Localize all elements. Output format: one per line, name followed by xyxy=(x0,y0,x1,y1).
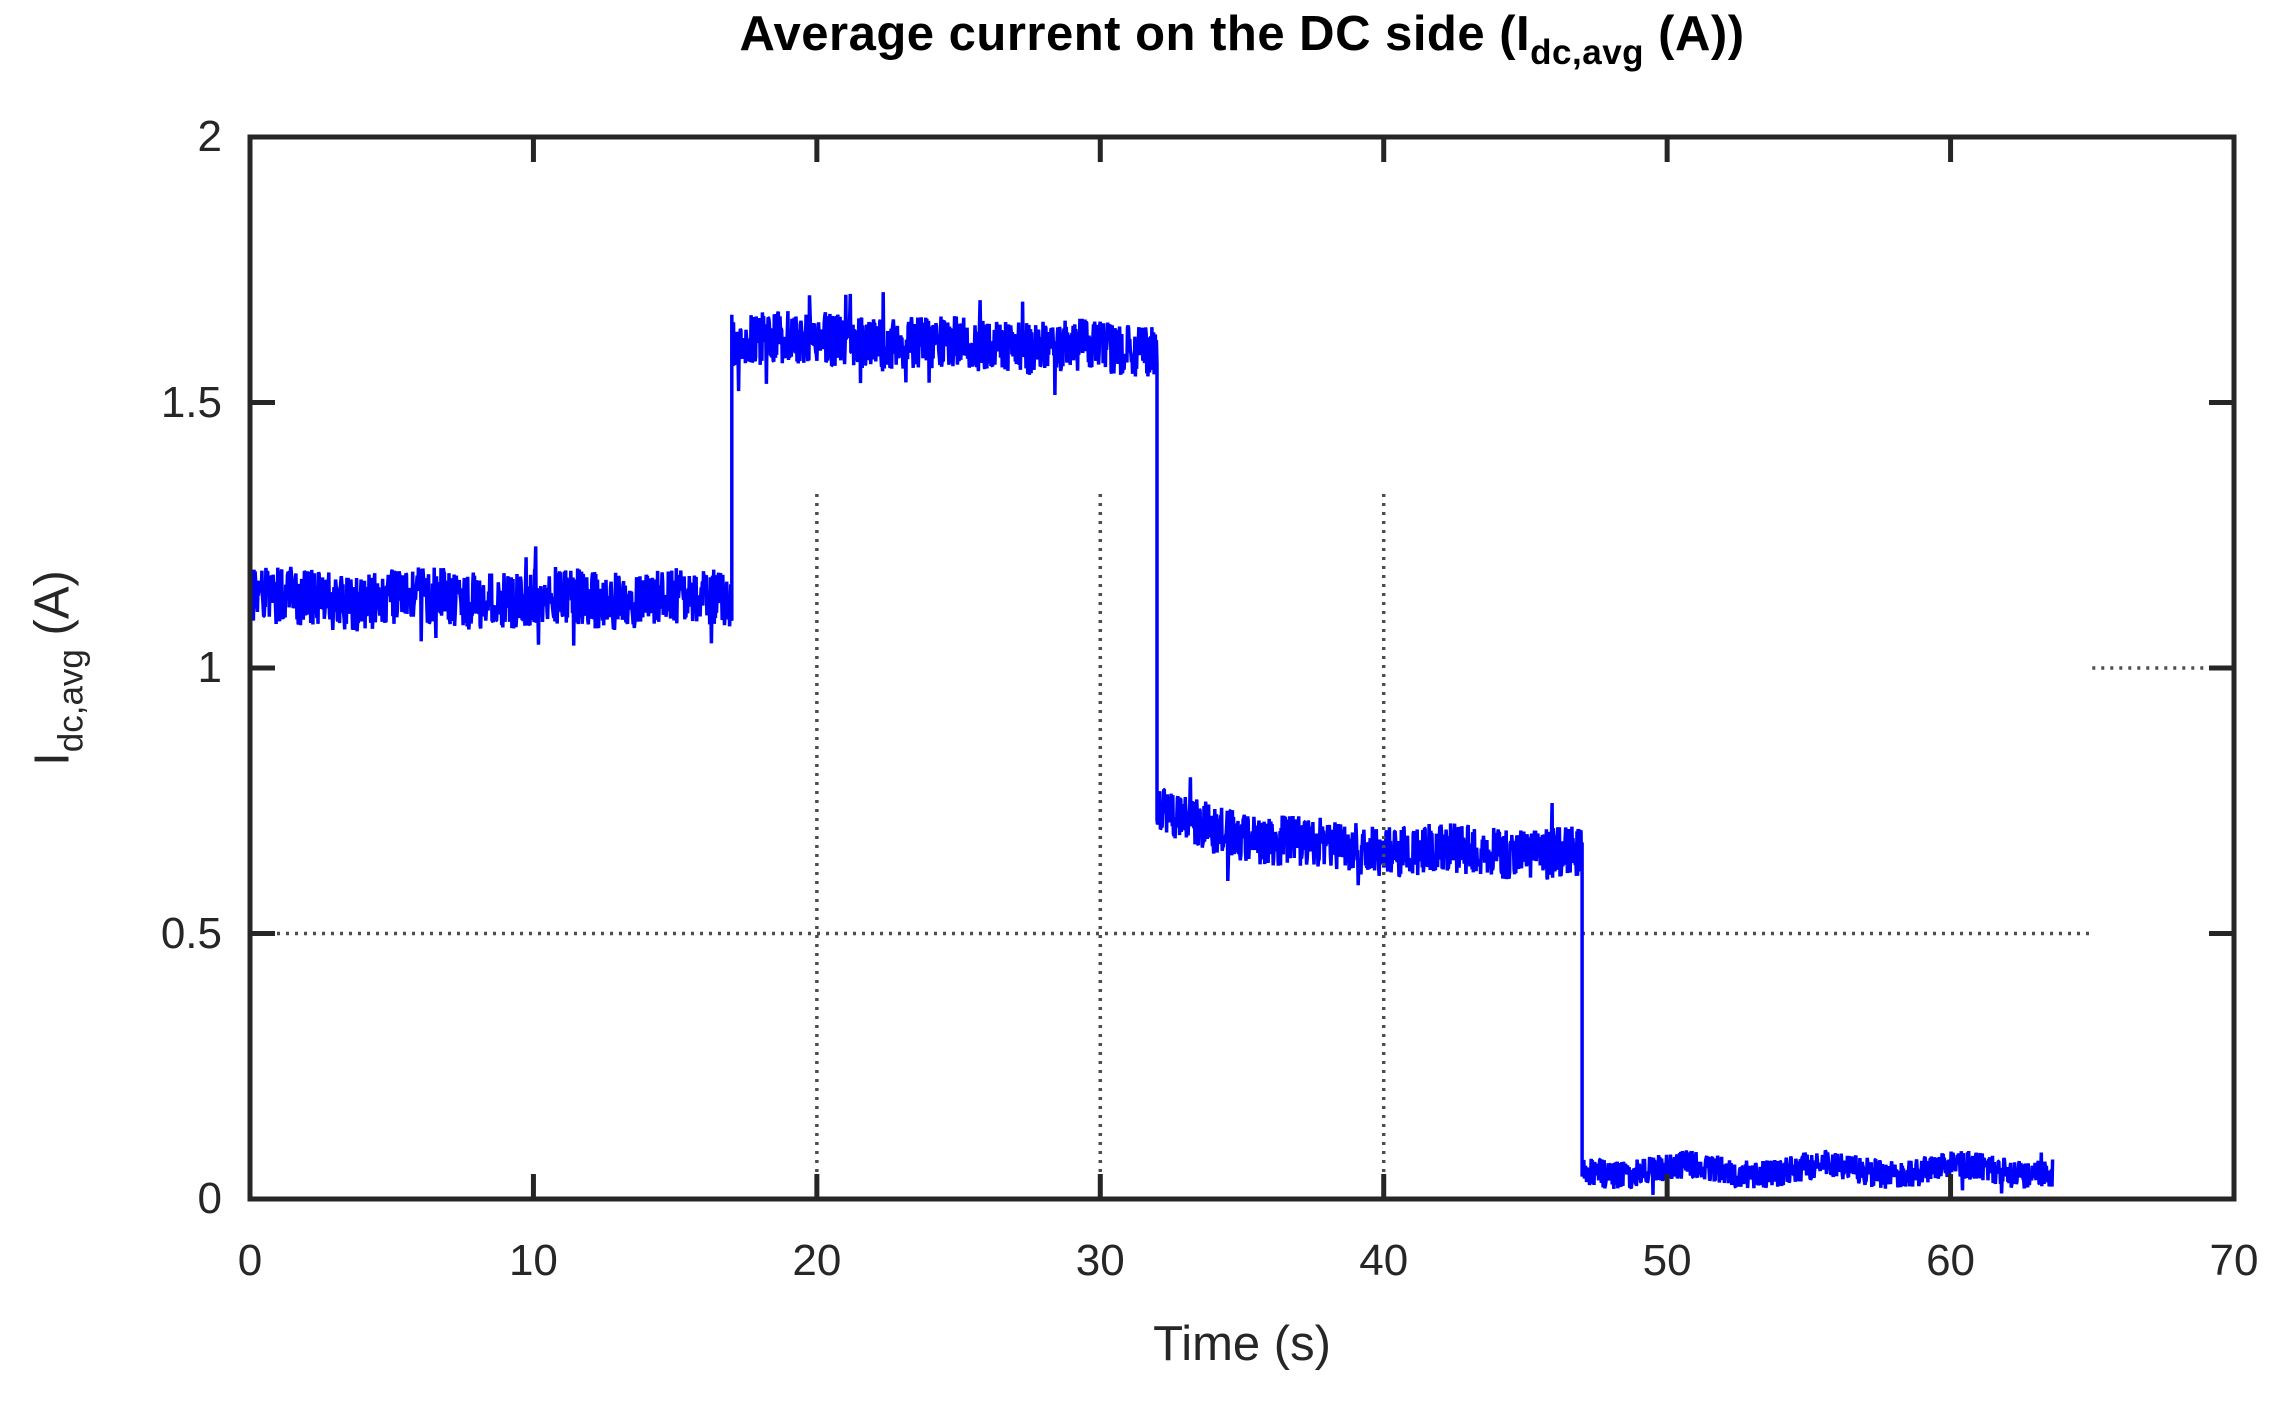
x-tick-label: 0 xyxy=(237,1236,263,1285)
x-tick-label: 10 xyxy=(508,1236,558,1285)
y-tick-label: 1.5 xyxy=(160,377,222,427)
y-axis-label-text: I xyxy=(25,752,80,766)
x-tick-label: 20 xyxy=(792,1236,842,1285)
chart-title: Average current on the DC side (Idc,avg … xyxy=(250,6,2234,73)
x-axis-label-text: Time (s) xyxy=(1153,1317,1331,1371)
x-axis-label: Time (s) xyxy=(250,1316,2234,1372)
axes-box xyxy=(247,134,2237,1202)
chart-title-text: Average current on the DC side (I xyxy=(739,7,1531,61)
chart-title-subscript: dc,avg xyxy=(1530,33,1645,72)
x-tick-label: 40 xyxy=(1359,1236,1409,1285)
y-tick-label: 0 xyxy=(197,1174,222,1223)
y-tick-label: 2 xyxy=(197,112,222,161)
x-tick-label: 60 xyxy=(1926,1236,1976,1285)
x-tick-label: 50 xyxy=(1642,1236,1692,1285)
x-tick-label: 70 xyxy=(2209,1236,2259,1285)
current-trace xyxy=(248,292,2055,1195)
y-tick-label: 0.5 xyxy=(160,908,222,958)
y-axis-label-suffix: (A) xyxy=(25,570,80,650)
x-tick-label: 30 xyxy=(1075,1236,1125,1285)
chart-title-suffix: (A)) xyxy=(1644,7,1745,61)
y-tick-label: 1 xyxy=(197,643,222,692)
